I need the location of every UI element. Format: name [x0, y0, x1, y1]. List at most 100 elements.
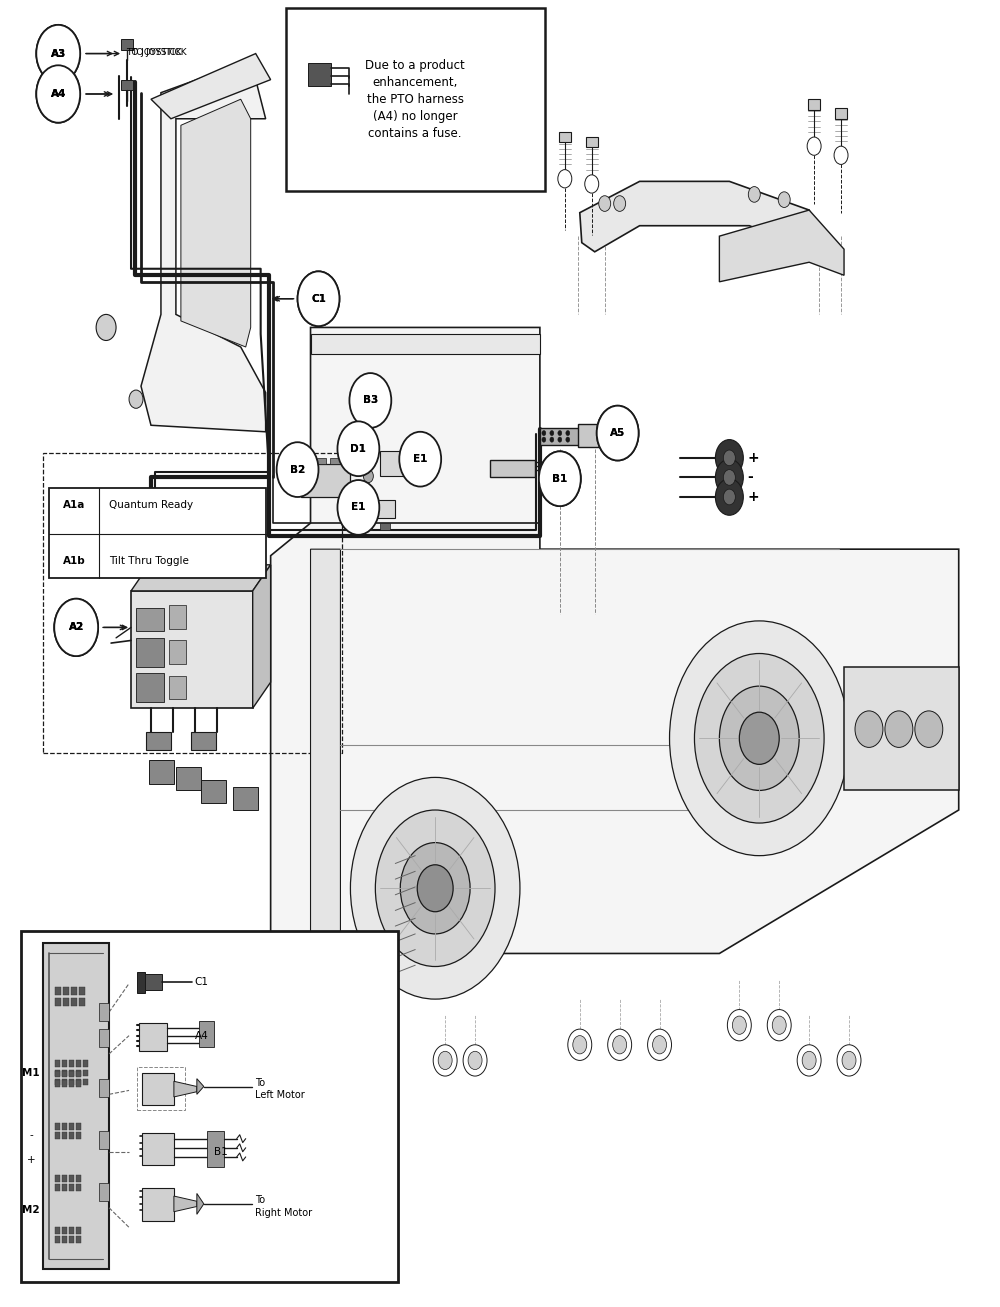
Text: Due to a product
enhancement,
the PTO harness
(A4) no longer
contains a fuse.: Due to a product enhancement, the PTO ha… [365, 59, 465, 140]
Polygon shape [131, 565, 271, 591]
Bar [83, 1078, 88, 1085]
Circle shape [807, 137, 821, 156]
Polygon shape [197, 1193, 204, 1214]
Bar [79, 987, 85, 995]
Bar [71, 997, 77, 1005]
Circle shape [433, 1044, 457, 1076]
Bar [55, 1175, 60, 1182]
Circle shape [400, 433, 440, 485]
Text: M1: M1 [22, 1068, 40, 1078]
Bar [71, 987, 77, 995]
Bar [43, 944, 109, 1269]
Circle shape [550, 430, 554, 435]
Text: +: + [27, 1154, 36, 1165]
Polygon shape [181, 99, 251, 346]
Circle shape [542, 437, 546, 442]
Text: A1b: A1b [63, 555, 86, 566]
Bar [62, 1236, 67, 1243]
Text: B1: B1 [214, 1146, 228, 1157]
Polygon shape [540, 427, 580, 444]
Text: B3: B3 [363, 396, 378, 405]
Circle shape [723, 489, 735, 505]
Polygon shape [311, 335, 540, 353]
Polygon shape [169, 676, 186, 699]
Bar [55, 1069, 60, 1076]
Bar [69, 1227, 74, 1234]
Circle shape [802, 1051, 816, 1069]
Circle shape [298, 272, 339, 327]
Circle shape [96, 315, 116, 341]
Circle shape [350, 374, 390, 426]
Circle shape [723, 450, 735, 465]
Polygon shape [141, 60, 266, 431]
Polygon shape [358, 499, 395, 518]
Circle shape [732, 1016, 746, 1034]
Polygon shape [176, 767, 201, 791]
Text: E1: E1 [351, 502, 366, 512]
Bar [136, 638, 164, 667]
Circle shape [915, 711, 943, 748]
Polygon shape [311, 549, 340, 1064]
Bar [83, 1060, 88, 1067]
Polygon shape [835, 108, 847, 119]
Text: A2: A2 [69, 622, 84, 633]
Text: E1: E1 [351, 502, 366, 512]
Bar [136, 673, 164, 702]
Text: A4: A4 [51, 89, 66, 99]
Circle shape [54, 599, 98, 656]
Circle shape [129, 389, 143, 408]
Bar [76, 1132, 81, 1138]
Circle shape [715, 459, 743, 495]
Bar [55, 1070, 60, 1077]
Text: B2: B2 [290, 464, 305, 474]
Circle shape [363, 420, 373, 433]
Circle shape [277, 442, 319, 497]
Bar [55, 1078, 60, 1085]
Polygon shape [145, 974, 162, 989]
Circle shape [375, 810, 495, 966]
Bar [63, 997, 69, 1005]
Circle shape [653, 1035, 667, 1053]
Polygon shape [808, 99, 820, 110]
Text: E1: E1 [413, 454, 427, 464]
Circle shape [597, 405, 639, 460]
Text: A3: A3 [51, 48, 66, 59]
Polygon shape [490, 460, 535, 477]
Polygon shape [199, 1021, 214, 1047]
Bar [69, 1236, 74, 1243]
Bar [69, 1175, 74, 1182]
Polygon shape [142, 1073, 174, 1104]
Bar [76, 1070, 81, 1077]
Text: D1: D1 [350, 444, 366, 454]
Circle shape [55, 600, 97, 655]
Circle shape [363, 469, 373, 482]
Text: E1: E1 [413, 454, 427, 464]
Bar [69, 1060, 74, 1067]
Circle shape [539, 451, 581, 506]
Circle shape [566, 430, 570, 435]
Circle shape [597, 405, 639, 460]
Polygon shape [330, 457, 340, 464]
Bar [69, 1080, 74, 1086]
Polygon shape [303, 457, 313, 464]
Circle shape [54, 599, 98, 656]
Polygon shape [151, 54, 271, 119]
Circle shape [797, 1044, 821, 1076]
Polygon shape [271, 328, 959, 1057]
Circle shape [399, 431, 441, 486]
Bar [69, 1184, 74, 1191]
Circle shape [36, 25, 80, 82]
Bar [69, 1078, 74, 1085]
Bar [76, 1123, 81, 1129]
Bar [76, 1184, 81, 1191]
Bar [55, 1227, 60, 1234]
Bar [62, 1132, 67, 1138]
Polygon shape [169, 640, 186, 664]
Text: C1: C1 [195, 978, 209, 987]
Bar [55, 987, 61, 995]
Circle shape [837, 1044, 861, 1076]
Bar [55, 1080, 60, 1086]
Bar [62, 1060, 67, 1067]
Circle shape [723, 469, 735, 485]
Circle shape [778, 192, 790, 208]
